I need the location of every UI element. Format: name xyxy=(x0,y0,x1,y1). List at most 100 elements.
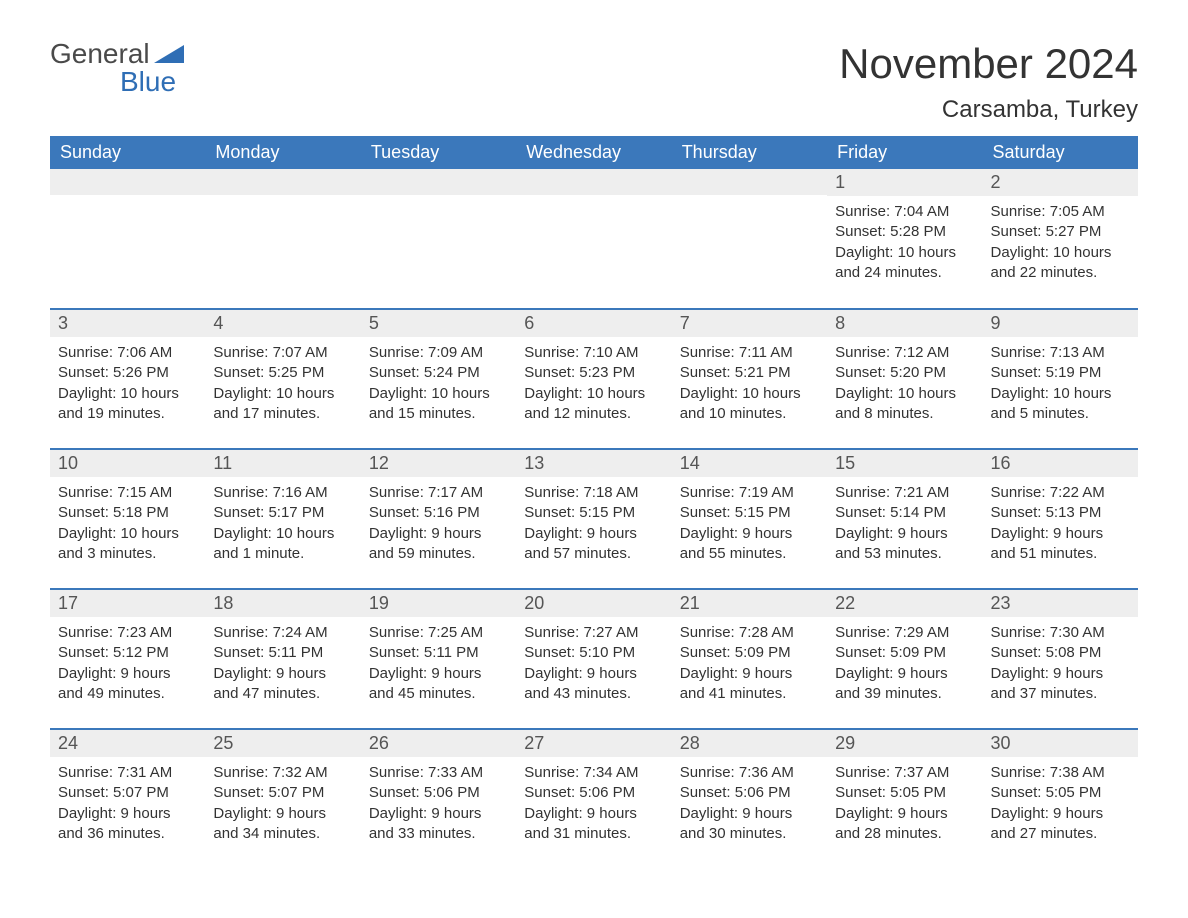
sunrise-text: Sunrise: 7:28 AM xyxy=(680,623,819,643)
daylight-text-2: and 45 minutes. xyxy=(369,684,508,704)
daylight-text-2: and 59 minutes. xyxy=(369,544,508,564)
sunset-text: Sunset: 5:11 PM xyxy=(369,643,508,663)
daylight-text-2: and 5 minutes. xyxy=(991,404,1130,424)
sunrise-text: Sunrise: 7:19 AM xyxy=(680,483,819,503)
daylight-text-1: Daylight: 9 hours xyxy=(680,524,819,544)
daylight-text-2: and 51 minutes. xyxy=(991,544,1130,564)
sunrise-text: Sunrise: 7:09 AM xyxy=(369,343,508,363)
daylight-text-1: Daylight: 9 hours xyxy=(835,524,974,544)
sunrise-text: Sunrise: 7:33 AM xyxy=(369,763,508,783)
logo-blue: Blue xyxy=(120,68,184,96)
daylight-text-1: Daylight: 9 hours xyxy=(680,804,819,824)
day-number: 3 xyxy=(50,310,205,337)
daylight-text-2: and 31 minutes. xyxy=(524,824,663,844)
sunrise-text: Sunrise: 7:13 AM xyxy=(991,343,1130,363)
day-number: 7 xyxy=(672,310,827,337)
daylight-text-2: and 47 minutes. xyxy=(213,684,352,704)
day-number: 17 xyxy=(50,590,205,617)
calendar-cell: 30Sunrise: 7:38 AMSunset: 5:05 PMDayligh… xyxy=(983,729,1138,869)
sunrise-text: Sunrise: 7:23 AM xyxy=(58,623,197,643)
calendar-cell: 11Sunrise: 7:16 AMSunset: 5:17 PMDayligh… xyxy=(205,449,360,589)
daylight-text-2: and 57 minutes. xyxy=(524,544,663,564)
daylight-text-1: Daylight: 9 hours xyxy=(680,664,819,684)
day-number: 5 xyxy=(361,310,516,337)
day-body: Sunrise: 7:12 AMSunset: 5:20 PMDaylight:… xyxy=(827,337,982,432)
daylight-text-2: and 27 minutes. xyxy=(991,824,1130,844)
day-number: 2 xyxy=(983,169,1138,196)
sunrise-text: Sunrise: 7:21 AM xyxy=(835,483,974,503)
day-body: Sunrise: 7:10 AMSunset: 5:23 PMDaylight:… xyxy=(516,337,671,432)
sunrise-text: Sunrise: 7:15 AM xyxy=(58,483,197,503)
sunrise-text: Sunrise: 7:18 AM xyxy=(524,483,663,503)
daylight-text-1: Daylight: 9 hours xyxy=(213,804,352,824)
weekday-header: Saturday xyxy=(983,136,1138,169)
day-body: Sunrise: 7:06 AMSunset: 5:26 PMDaylight:… xyxy=(50,337,205,432)
calendar-cell xyxy=(361,169,516,309)
day-body: Sunrise: 7:18 AMSunset: 5:15 PMDaylight:… xyxy=(516,477,671,572)
daylight-text-1: Daylight: 9 hours xyxy=(991,664,1130,684)
sunset-text: Sunset: 5:08 PM xyxy=(991,643,1130,663)
daylight-text-1: Daylight: 10 hours xyxy=(58,384,197,404)
sunrise-text: Sunrise: 7:05 AM xyxy=(991,202,1130,222)
sunset-text: Sunset: 5:20 PM xyxy=(835,363,974,383)
day-body: Sunrise: 7:22 AMSunset: 5:13 PMDaylight:… xyxy=(983,477,1138,572)
calendar-cell: 12Sunrise: 7:17 AMSunset: 5:16 PMDayligh… xyxy=(361,449,516,589)
daylight-text-2: and 33 minutes. xyxy=(369,824,508,844)
day-number: 29 xyxy=(827,730,982,757)
weekday-header: Thursday xyxy=(672,136,827,169)
daylight-text-1: Daylight: 9 hours xyxy=(991,524,1130,544)
day-body: Sunrise: 7:05 AMSunset: 5:27 PMDaylight:… xyxy=(983,196,1138,291)
calendar-cell: 29Sunrise: 7:37 AMSunset: 5:05 PMDayligh… xyxy=(827,729,982,869)
day-number: 23 xyxy=(983,590,1138,617)
day-number: 11 xyxy=(205,450,360,477)
day-number: 20 xyxy=(516,590,671,617)
month-title: November 2024 xyxy=(839,40,1138,88)
day-number: 27 xyxy=(516,730,671,757)
day-number: 30 xyxy=(983,730,1138,757)
sunset-text: Sunset: 5:13 PM xyxy=(991,503,1130,523)
calendar-cell: 19Sunrise: 7:25 AMSunset: 5:11 PMDayligh… xyxy=(361,589,516,729)
calendar-cell: 1Sunrise: 7:04 AMSunset: 5:28 PMDaylight… xyxy=(827,169,982,309)
daylight-text-1: Daylight: 10 hours xyxy=(524,384,663,404)
sunrise-text: Sunrise: 7:32 AM xyxy=(213,763,352,783)
day-body: Sunrise: 7:25 AMSunset: 5:11 PMDaylight:… xyxy=(361,617,516,712)
calendar-cell: 18Sunrise: 7:24 AMSunset: 5:11 PMDayligh… xyxy=(205,589,360,729)
day-number: 25 xyxy=(205,730,360,757)
weekday-header-row: SundayMondayTuesdayWednesdayThursdayFrid… xyxy=(50,136,1138,169)
daylight-text-1: Daylight: 10 hours xyxy=(369,384,508,404)
daylight-text-1: Daylight: 9 hours xyxy=(991,804,1130,824)
weekday-header: Wednesday xyxy=(516,136,671,169)
sunrise-text: Sunrise: 7:37 AM xyxy=(835,763,974,783)
daylight-text-1: Daylight: 10 hours xyxy=(835,384,974,404)
daylight-text-2: and 41 minutes. xyxy=(680,684,819,704)
sunrise-text: Sunrise: 7:07 AM xyxy=(213,343,352,363)
sunrise-text: Sunrise: 7:27 AM xyxy=(524,623,663,643)
day-body: Sunrise: 7:07 AMSunset: 5:25 PMDaylight:… xyxy=(205,337,360,432)
daylight-text-2: and 43 minutes. xyxy=(524,684,663,704)
sunset-text: Sunset: 5:06 PM xyxy=(369,783,508,803)
day-body: Sunrise: 7:34 AMSunset: 5:06 PMDaylight:… xyxy=(516,757,671,852)
sunrise-text: Sunrise: 7:29 AM xyxy=(835,623,974,643)
calendar-cell: 23Sunrise: 7:30 AMSunset: 5:08 PMDayligh… xyxy=(983,589,1138,729)
daylight-text-2: and 24 minutes. xyxy=(835,263,974,283)
day-number: 14 xyxy=(672,450,827,477)
day-body: Sunrise: 7:36 AMSunset: 5:06 PMDaylight:… xyxy=(672,757,827,852)
daylight-text-2: and 19 minutes. xyxy=(58,404,197,424)
day-number: 26 xyxy=(361,730,516,757)
sunrise-text: Sunrise: 7:12 AM xyxy=(835,343,974,363)
day-body: Sunrise: 7:23 AMSunset: 5:12 PMDaylight:… xyxy=(50,617,205,712)
day-number: 28 xyxy=(672,730,827,757)
logo-triangle-icon xyxy=(154,40,184,68)
empty-cell xyxy=(50,169,205,195)
day-number: 18 xyxy=(205,590,360,617)
day-number: 15 xyxy=(827,450,982,477)
calendar-cell xyxy=(516,169,671,309)
calendar-week-row: 24Sunrise: 7:31 AMSunset: 5:07 PMDayligh… xyxy=(50,729,1138,869)
daylight-text-2: and 3 minutes. xyxy=(58,544,197,564)
daylight-text-2: and 49 minutes. xyxy=(58,684,197,704)
daylight-text-1: Daylight: 9 hours xyxy=(369,664,508,684)
calendar-cell: 9Sunrise: 7:13 AMSunset: 5:19 PMDaylight… xyxy=(983,309,1138,449)
day-number: 10 xyxy=(50,450,205,477)
daylight-text-2: and 17 minutes. xyxy=(213,404,352,424)
day-number: 16 xyxy=(983,450,1138,477)
